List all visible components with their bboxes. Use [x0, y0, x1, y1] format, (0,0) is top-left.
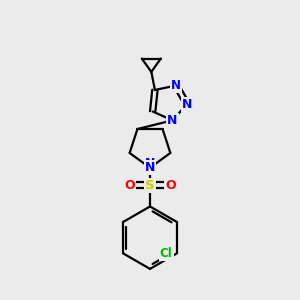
Text: N: N	[145, 157, 155, 170]
Text: N: N	[171, 79, 181, 92]
Text: O: O	[165, 178, 175, 192]
Text: N: N	[182, 98, 192, 111]
Text: S: S	[145, 178, 155, 192]
Text: N: N	[145, 161, 155, 174]
Text: Cl: Cl	[160, 247, 172, 260]
Text: O: O	[124, 178, 135, 192]
Text: N: N	[167, 114, 178, 127]
